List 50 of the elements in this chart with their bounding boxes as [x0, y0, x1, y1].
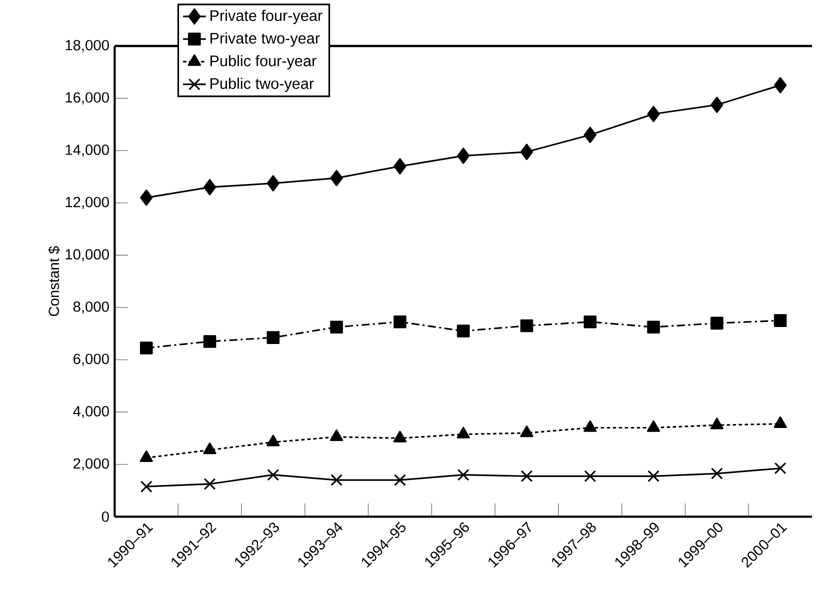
y-axis-title: Constant $: [48, 246, 60, 316]
point: [774, 462, 786, 474]
point: [266, 175, 280, 192]
point: [204, 478, 216, 490]
point: [710, 316, 724, 330]
point: [710, 468, 723, 480]
point: [710, 96, 724, 113]
point: [140, 480, 152, 493]
point: [394, 474, 406, 486]
point: [647, 106, 660, 122]
y-tick-label: 0: [102, 511, 109, 522]
point: [584, 470, 596, 482]
point: [520, 426, 534, 438]
y-tick-label: 8,000: [73, 301, 109, 314]
y-tick-label: 12,000: [66, 196, 109, 209]
y-tick-label: 2,000: [74, 458, 109, 470]
point: [140, 190, 153, 206]
legend-label: Private four-year: [210, 10, 322, 24]
legend-label: Public two-year: [210, 78, 314, 92]
point: [520, 470, 533, 482]
point: [203, 179, 216, 196]
y-tick-label: 6,000: [74, 354, 109, 366]
legend-label: Private two-year: [210, 32, 320, 47]
point: [520, 144, 534, 160]
point: [774, 314, 787, 327]
point: [203, 335, 216, 348]
point: [203, 442, 216, 454]
point: [647, 320, 660, 334]
point: [774, 77, 787, 94]
point: [266, 331, 280, 344]
point: [648, 470, 660, 482]
point: [330, 170, 343, 186]
point: [456, 324, 470, 338]
point: [584, 315, 597, 328]
y-tick-label: 16,000: [66, 92, 109, 104]
y-tick-label: 4,000: [73, 406, 109, 418]
point: [267, 468, 280, 481]
y-tick-label: 14,000: [66, 144, 109, 157]
point: [330, 320, 343, 334]
legend-label: Public four-year: [210, 55, 316, 70]
point: [140, 342, 153, 354]
point: [394, 158, 406, 174]
y-tick-label: 18,000: [66, 40, 109, 52]
point: [457, 148, 470, 164]
point: [457, 468, 470, 481]
y-tick-label: 10,000: [66, 249, 109, 262]
point: [520, 319, 534, 332]
point: [394, 315, 406, 328]
point: [330, 474, 343, 486]
point: [584, 126, 596, 144]
